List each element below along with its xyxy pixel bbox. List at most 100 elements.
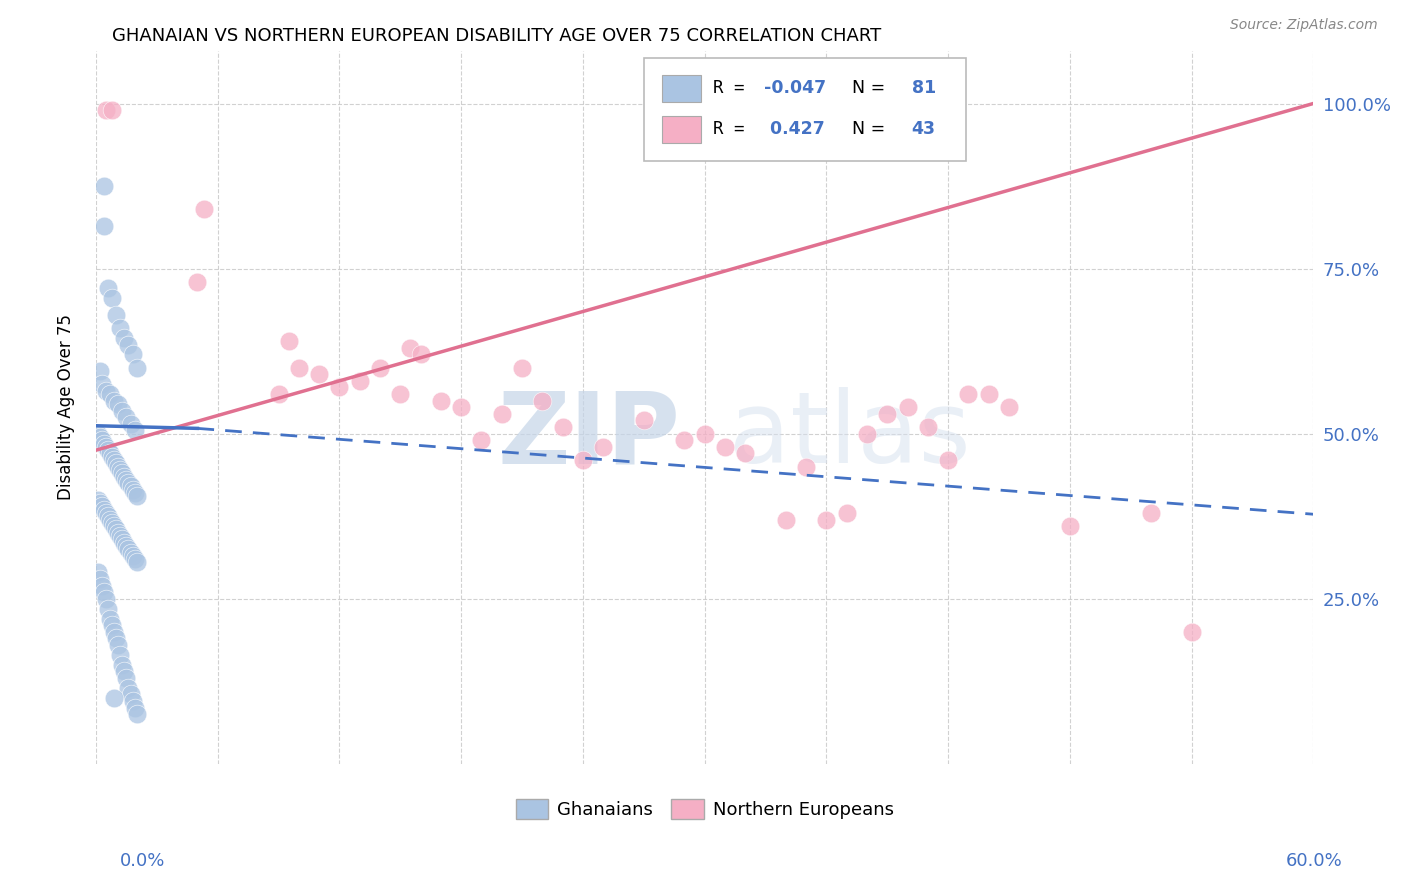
Point <box>110 529 132 543</box>
Text: 81: 81 <box>911 79 936 97</box>
Point <box>121 694 143 708</box>
Point <box>96 103 118 117</box>
Point <box>98 512 121 526</box>
Legend: Ghanaians, Northern Europeans: Ghanaians, Northern Europeans <box>509 792 901 826</box>
Point <box>105 523 128 537</box>
Text: -0.047: -0.047 <box>765 79 827 97</box>
Point <box>693 426 716 441</box>
Point <box>110 321 132 335</box>
Point <box>470 434 492 448</box>
Point <box>121 347 143 361</box>
Point <box>399 341 422 355</box>
Text: 0.427: 0.427 <box>765 120 825 138</box>
Point <box>115 671 138 685</box>
Point <box>110 648 132 662</box>
Point <box>91 500 114 514</box>
Point <box>101 103 124 117</box>
Point <box>277 334 299 349</box>
Point <box>120 688 142 702</box>
Point <box>103 624 125 639</box>
Point <box>89 572 111 586</box>
Point <box>815 512 838 526</box>
Text: N =: N = <box>841 79 891 97</box>
Point <box>103 453 125 467</box>
Point <box>450 401 472 415</box>
Point <box>101 618 124 632</box>
Point <box>98 446 121 460</box>
Text: 60.0%: 60.0% <box>1286 852 1343 870</box>
Point <box>572 453 595 467</box>
Y-axis label: Disability Age Over 75: Disability Age Over 75 <box>58 314 75 500</box>
Point <box>957 387 980 401</box>
Point <box>96 591 118 606</box>
Point <box>117 476 139 491</box>
Point <box>91 377 114 392</box>
Bar <box>662 116 702 143</box>
Text: R =: R = <box>713 79 755 97</box>
Point <box>112 469 135 483</box>
Point <box>93 179 115 194</box>
Point <box>794 459 817 474</box>
Point <box>193 202 215 216</box>
Point <box>87 426 110 441</box>
Point <box>917 420 939 434</box>
Point <box>117 681 139 695</box>
Point <box>115 539 138 553</box>
Point <box>111 403 134 417</box>
Point <box>97 601 120 615</box>
Point <box>124 423 146 437</box>
Point <box>87 566 110 580</box>
Point <box>101 291 124 305</box>
Text: N =: N = <box>841 120 891 138</box>
Point <box>97 443 120 458</box>
Point <box>103 393 125 408</box>
Point <box>93 219 115 233</box>
Point <box>121 549 143 563</box>
Text: 0.0%: 0.0% <box>120 852 165 870</box>
Point <box>107 525 129 540</box>
Point <box>93 436 115 450</box>
Point <box>98 387 121 401</box>
Point <box>368 360 391 375</box>
Point <box>1059 519 1081 533</box>
Point <box>107 638 129 652</box>
Point <box>1180 624 1202 639</box>
Point <box>510 360 533 375</box>
Point <box>120 479 142 493</box>
Point <box>89 430 111 444</box>
Point <box>531 393 554 408</box>
Point <box>876 407 898 421</box>
Point <box>103 690 125 705</box>
Point <box>91 578 114 592</box>
Point <box>97 281 120 295</box>
Point <box>430 393 453 408</box>
Text: Source: ZipAtlas.com: Source: ZipAtlas.com <box>1230 18 1378 32</box>
Point <box>107 397 129 411</box>
Point <box>775 512 797 526</box>
Point <box>125 556 148 570</box>
Point <box>105 308 128 322</box>
Point <box>409 347 432 361</box>
Point <box>389 387 412 401</box>
Point <box>111 467 134 481</box>
Point <box>936 453 959 467</box>
Point <box>115 410 138 425</box>
Point <box>714 440 737 454</box>
Point <box>97 509 120 524</box>
Point <box>120 545 142 559</box>
Point <box>349 374 371 388</box>
Point <box>1140 506 1163 520</box>
Point <box>491 407 513 421</box>
FancyBboxPatch shape <box>644 58 966 161</box>
Text: 43: 43 <box>911 120 935 138</box>
Point <box>101 450 124 464</box>
Point <box>998 401 1021 415</box>
Point <box>856 426 879 441</box>
Point <box>96 384 118 398</box>
Point <box>592 440 614 454</box>
Point <box>91 434 114 448</box>
Text: R =: R = <box>713 120 766 138</box>
Point <box>117 542 139 557</box>
Point <box>112 665 135 679</box>
Point <box>110 463 132 477</box>
